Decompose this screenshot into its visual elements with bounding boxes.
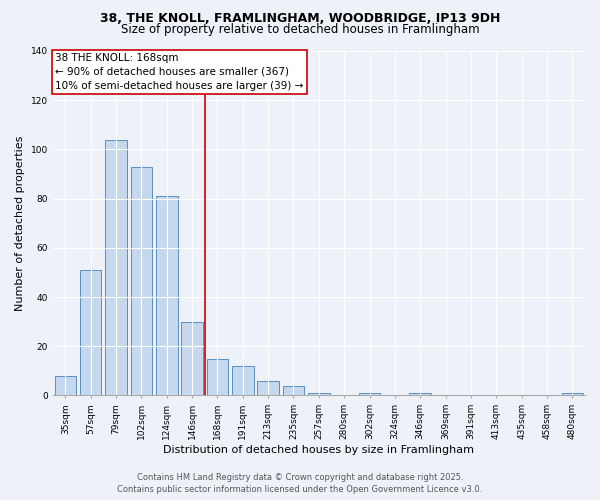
Bar — [257, 380, 279, 396]
Text: Size of property relative to detached houses in Framlingham: Size of property relative to detached ho… — [121, 24, 479, 36]
Text: Contains HM Land Registry data © Crown copyright and database right 2025.
Contai: Contains HM Land Registry data © Crown c… — [118, 472, 482, 494]
Bar — [105, 140, 127, 396]
Bar — [206, 358, 228, 396]
Bar — [283, 386, 304, 396]
Bar — [409, 393, 431, 396]
Text: 38, THE KNOLL, FRAMLINGHAM, WOODBRIDGE, IP13 9DH: 38, THE KNOLL, FRAMLINGHAM, WOODBRIDGE, … — [100, 12, 500, 26]
Bar — [80, 270, 101, 396]
Bar — [308, 393, 329, 396]
Bar — [562, 393, 583, 396]
X-axis label: Distribution of detached houses by size in Framlingham: Distribution of detached houses by size … — [163, 445, 475, 455]
Bar — [359, 393, 380, 396]
Bar — [55, 376, 76, 396]
Y-axis label: Number of detached properties: Number of detached properties — [15, 136, 25, 311]
Bar — [232, 366, 254, 396]
Bar — [131, 166, 152, 396]
Bar — [181, 322, 203, 396]
Bar — [156, 196, 178, 396]
Text: 38 THE KNOLL: 168sqm
← 90% of detached houses are smaller (367)
10% of semi-deta: 38 THE KNOLL: 168sqm ← 90% of detached h… — [55, 52, 304, 90]
